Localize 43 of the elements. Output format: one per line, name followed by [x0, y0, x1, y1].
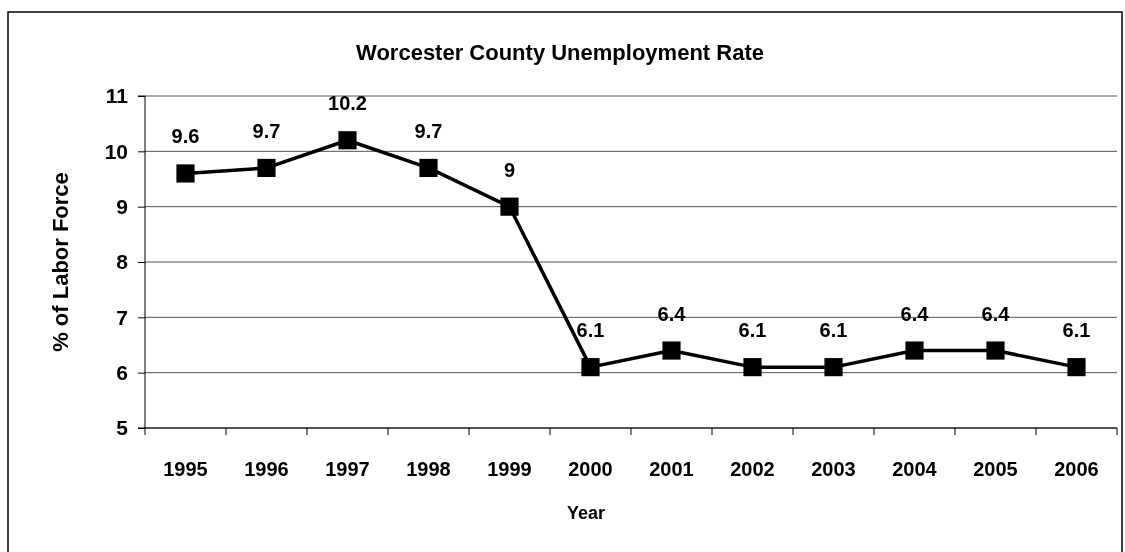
data-label: 6.1	[738, 319, 767, 342]
data-label: 9	[503, 158, 516, 181]
x-tick-label: 2000	[568, 458, 613, 480]
data-label: 6.1	[819, 319, 848, 342]
point	[1067, 358, 1086, 377]
x-tick-label: 2002	[730, 458, 775, 480]
data-label: 6.1	[1062, 319, 1091, 342]
x-tick-label: 2005	[973, 458, 1018, 480]
point	[905, 341, 924, 360]
x-tick-label: 2003	[811, 458, 856, 480]
chart-title: Worcester County Unemployment Rate	[356, 40, 764, 65]
y-tick-label: 11	[105, 84, 129, 108]
y-tick-label: 8	[116, 250, 129, 274]
x-axis-title: Year	[566, 503, 606, 523]
point	[419, 158, 438, 178]
y-tick-label: 7	[116, 305, 128, 329]
x-tick-label: 1999	[487, 458, 532, 480]
x-tick-label: 2004	[892, 458, 938, 480]
x-tick-label: 2006	[1054, 458, 1099, 480]
point	[662, 341, 681, 360]
x-tick-label: 1998	[406, 458, 451, 480]
point	[257, 158, 276, 178]
data-label: 9.6	[171, 125, 200, 148]
data-label: 10.2	[328, 92, 367, 115]
data-label: 6.1	[576, 319, 605, 342]
data-label: 9.7	[414, 119, 443, 142]
data-label: 9.7	[252, 119, 281, 142]
y-tick-label: 10	[104, 139, 128, 163]
y-tick-label: 5	[116, 416, 129, 440]
point	[581, 358, 600, 377]
point	[743, 358, 762, 377]
x-tick-label: 1997	[325, 458, 370, 480]
point	[176, 164, 195, 183]
point	[824, 358, 843, 377]
point	[338, 131, 357, 150]
x-tick-label: 1996	[244, 458, 289, 480]
y-tick-label: 6	[116, 360, 128, 384]
point	[500, 197, 519, 216]
x-tick-label: 2001	[649, 458, 694, 480]
x-tick-label: 1995	[163, 458, 208, 480]
point	[986, 341, 1005, 360]
y-tick-label: 9	[116, 194, 128, 218]
y-axis-title: % of Labor Force	[48, 172, 73, 352]
